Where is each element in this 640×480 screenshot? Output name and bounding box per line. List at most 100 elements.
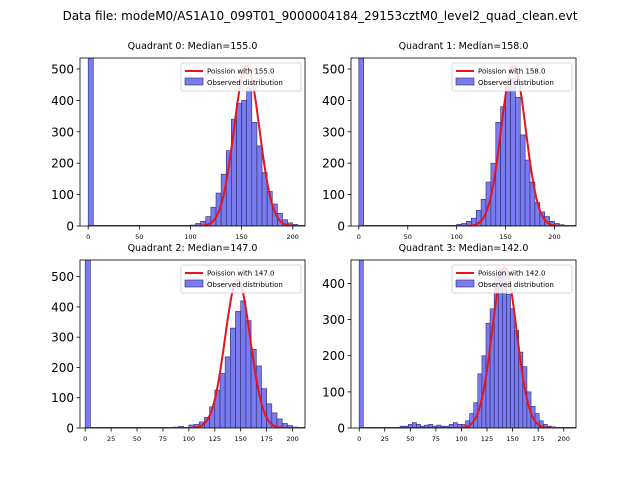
histogram-bar: [236, 103, 242, 226]
legend-label-poisson: Poission with 147.0: [207, 270, 275, 278]
x-tick-label: 25: [107, 435, 115, 443]
histogram-bar: [240, 300, 247, 428]
legend-box: [180, 62, 302, 92]
legend-box: [180, 264, 302, 294]
legend-label-observed: Observed distribution: [478, 79, 554, 87]
x-tick-label: 0: [357, 435, 361, 443]
histogram-bar: [510, 308, 515, 428]
x-tick-label: 100: [450, 233, 462, 241]
y-tick-label: 300: [322, 313, 345, 327]
legend-label-poisson: Poission with 158.0: [478, 68, 546, 76]
y-tick-label: 0: [66, 220, 74, 234]
x-tick-label: 0: [357, 233, 361, 241]
x-tick-label: 0: [86, 233, 90, 241]
axes-frame: [350, 259, 577, 429]
legend-label-observed: Observed distribution: [207, 79, 283, 87]
legend-bar-swatch: [184, 77, 204, 86]
legend-bar-swatch: [455, 77, 475, 86]
histogram-bar: [358, 260, 364, 428]
axes-frame: [79, 57, 306, 227]
y-tick-label: 0: [337, 220, 345, 234]
legend-label-poisson: Poission with 142.0: [478, 270, 546, 278]
y-tick-label: 500: [51, 270, 74, 284]
x-tick-label: 75: [432, 435, 440, 443]
y-tick-label: 100: [51, 391, 74, 405]
legend-bar-swatch: [184, 279, 204, 288]
x-tick-label: 0: [83, 435, 87, 443]
plot-area: [87, 58, 305, 226]
y-tick-label: 200: [322, 157, 345, 171]
x-tick-label: 50: [404, 233, 412, 241]
y-tick-label: 400: [322, 277, 345, 291]
legend-bar-swatch: [455, 279, 475, 288]
x-tick-label: 125: [481, 435, 493, 443]
x-tick-label: 50: [135, 233, 143, 241]
x-tick-label: 200: [287, 233, 299, 241]
y-tick-label: 400: [51, 300, 74, 314]
y-tick-label: 300: [51, 331, 74, 345]
legend-box: [451, 264, 573, 294]
histogram-bar: [246, 87, 253, 226]
histogram-bar: [519, 134, 526, 226]
x-tick-label: 50: [406, 435, 414, 443]
axes-frame: [79, 259, 306, 429]
y-tick-label: 500: [322, 62, 345, 76]
y-tick-label: 300: [51, 125, 74, 139]
legend-label-observed: Observed distribution: [207, 281, 283, 289]
panel-quadrant-2: Quadrant 2: Median=147.0 0 25 50 75 100 125 15…: [51, 243, 306, 443]
figure-title: Data file: modeM0/AS1A10_099T01_90000041…: [63, 9, 578, 23]
panel-quadrant-1: Quadrant 1: Median=158.0 0 50 100 150 200 0 10…: [322, 41, 577, 241]
legend-box: [451, 62, 573, 92]
histogram-bar: [256, 145, 263, 226]
panel-title: Quadrant 1: Median=158.0: [399, 41, 529, 52]
histogram-bar: [515, 96, 521, 226]
histogram-bar: [358, 58, 365, 226]
histogram-bar: [219, 373, 226, 428]
legend-label-poisson: Poission with 155.0: [207, 68, 275, 76]
histogram-bar: [235, 311, 242, 428]
histogram-bar: [230, 327, 236, 428]
histogram-bar: [224, 356, 231, 428]
histogram-bar: [524, 159, 531, 226]
histogram-bar: [84, 260, 91, 428]
x-tick-label: 50: [133, 435, 141, 443]
x-tick-label: 175: [260, 435, 272, 443]
y-tick-label: 0: [337, 422, 345, 436]
poisson-curve: [359, 266, 576, 428]
x-tick-label: 150: [235, 435, 247, 443]
x-tick-label: 100: [183, 435, 195, 443]
histogram-bar: [251, 122, 258, 226]
panel-title: Quadrant 0: Median=155.0: [128, 41, 258, 52]
x-tick-label: 25: [381, 435, 389, 443]
legend-label-observed: Observed distribution: [478, 281, 554, 289]
y-tick-label: 400: [322, 94, 345, 108]
y-tick-label: 200: [51, 361, 74, 375]
histogram-bar: [87, 58, 94, 226]
histogram-bar: [506, 294, 511, 428]
histogram-bar: [241, 100, 247, 226]
histogram-bar: [510, 78, 516, 226]
x-tick-label: 200: [548, 233, 560, 241]
x-tick-label: 150: [506, 435, 518, 443]
panel-title: Quadrant 2: Median=147.0: [128, 243, 258, 254]
y-tick-label: 200: [322, 349, 345, 363]
x-tick-label: 100: [184, 233, 196, 241]
y-tick-label: 300: [322, 125, 345, 139]
x-tick-label: 200: [558, 435, 570, 443]
y-tick-label: 200: [51, 157, 74, 171]
poisson-curve: [85, 278, 305, 428]
x-tick-label: 150: [499, 233, 511, 241]
y-tick-label: 0: [66, 422, 74, 436]
histogram-bar: [505, 87, 511, 226]
y-tick-label: 500: [51, 62, 74, 76]
x-tick-label: 125: [209, 435, 221, 443]
axes-frame: [350, 57, 577, 227]
y-tick-label: 100: [322, 188, 345, 202]
y-tick-label: 100: [322, 385, 345, 399]
x-tick-label: 175: [532, 435, 544, 443]
panel-quadrant-0: Quadrant 0: Median=155.0 0 50 100 150 200 0 10…: [51, 41, 306, 241]
panel-quadrant-3: Quadrant 3: Median=142.0 0 25 50 75 100 125 15…: [322, 243, 577, 443]
y-tick-label: 100: [51, 188, 74, 202]
x-tick-label: 200: [286, 435, 298, 443]
